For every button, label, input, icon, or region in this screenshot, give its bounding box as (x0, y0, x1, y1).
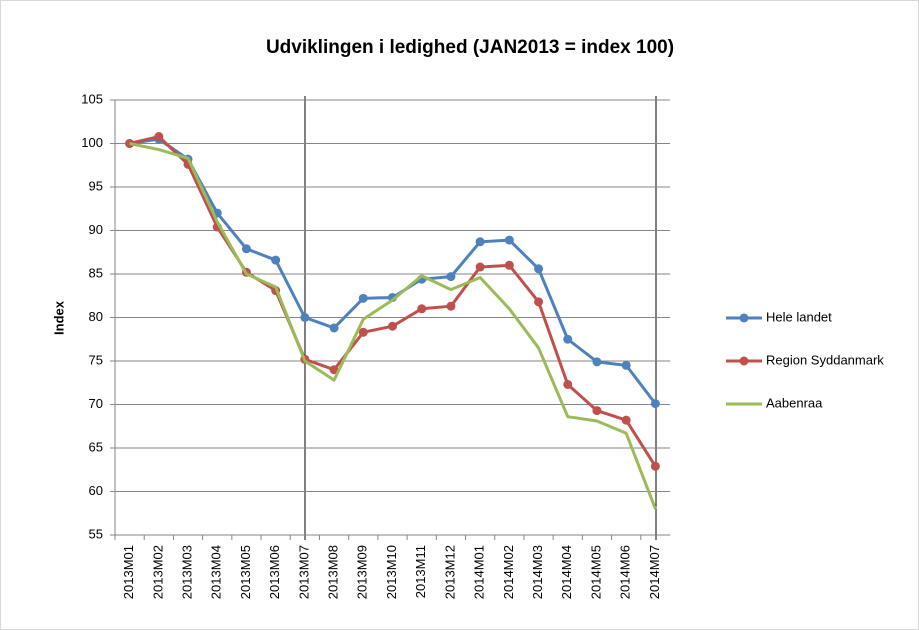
y-tick-label: 85 (89, 265, 103, 280)
x-tick-label: 2013M11 (413, 545, 428, 598)
x-tick-label: 2013M09 (355, 545, 370, 599)
y-tick-label: 70 (89, 396, 103, 411)
x-tick-label: 2013M10 (384, 545, 399, 599)
legend-marker (739, 356, 749, 366)
data-point (534, 297, 544, 307)
x-tick-label: 2014M06 (618, 545, 633, 599)
data-point (446, 301, 456, 311)
x-tick-label: 2013M06 (267, 545, 282, 599)
y-axis-label: Index (51, 300, 66, 335)
data-point (563, 379, 573, 389)
legend-label: Hele landet (766, 309, 832, 324)
legend-label: Region Syddanmark (766, 352, 884, 367)
x-tick-label: 2014M04 (559, 545, 574, 599)
data-point (504, 260, 514, 270)
data-point (650, 399, 660, 409)
data-point (592, 357, 602, 367)
data-point (563, 334, 573, 344)
data-point (650, 461, 660, 471)
x-tick-label: 2013M07 (296, 545, 311, 599)
y-tick-label: 65 (89, 439, 103, 454)
y-tick-label: 60 (89, 483, 103, 498)
x-tick-label: 2013M12 (442, 545, 457, 599)
y-tick-label: 55 (89, 526, 103, 541)
data-point (621, 415, 631, 425)
data-point (358, 327, 368, 337)
data-point (388, 321, 397, 331)
x-tick-label: 2013M01 (121, 545, 136, 599)
x-tick-label: 2014M07 (647, 545, 662, 599)
data-point (417, 304, 427, 314)
x-tick-label: 2013M05 (238, 545, 253, 599)
x-tick-label: 2013M02 (150, 545, 165, 599)
y-tick-label: 80 (89, 309, 103, 324)
x-tick-label: 2013M04 (209, 545, 224, 599)
y-tick-label: 105 (81, 91, 103, 106)
data-point (504, 235, 514, 245)
y-tick-label: 95 (89, 178, 103, 193)
x-tick-label: 2014M02 (501, 545, 516, 599)
series-line (129, 142, 657, 510)
data-point (154, 132, 164, 142)
data-point (446, 272, 456, 282)
x-tick-label: 2014M03 (530, 545, 545, 599)
data-point (300, 313, 310, 322)
data-point (475, 262, 485, 272)
x-tick-label: 2013M03 (179, 545, 194, 599)
chart-title: Udviklingen i ledighed (JAN2013 = index … (266, 37, 674, 58)
data-point (271, 255, 281, 265)
legend-marker (739, 313, 749, 323)
x-tick-label: 2013M08 (326, 545, 341, 599)
data-point (621, 360, 631, 370)
y-tick-label: 90 (89, 222, 103, 237)
x-tick-label: 2014M05 (588, 545, 603, 599)
data-point (329, 365, 339, 375)
data-point (592, 406, 602, 416)
data-point (241, 244, 251, 254)
data-point (475, 237, 485, 247)
y-tick-label: 75 (89, 352, 103, 367)
data-point (358, 293, 368, 303)
x-tick-label: 2014M01 (472, 545, 487, 599)
data-point (329, 323, 339, 333)
legend-label: Aabenraa (766, 395, 823, 410)
y-tick-label: 100 (81, 135, 103, 150)
data-point (534, 264, 544, 274)
